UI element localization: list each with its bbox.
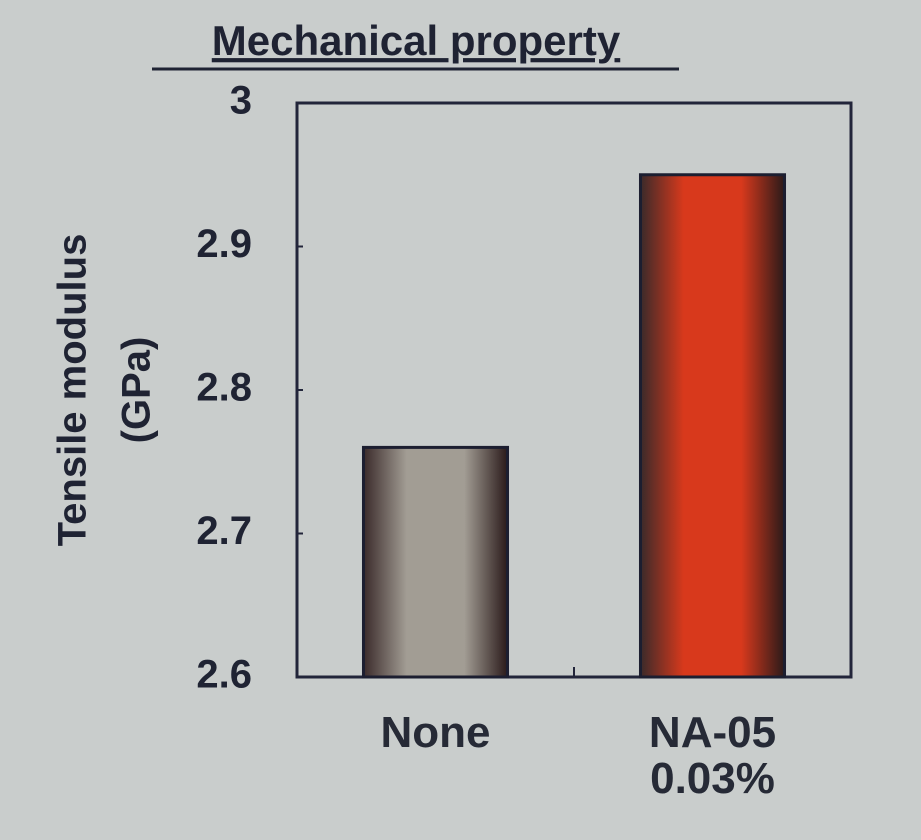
x-tick-label: None: [380, 708, 491, 757]
y-tick-label: 3: [230, 79, 252, 123]
y-tick-label: 2.8: [196, 366, 252, 410]
y-tick-label: 2.6: [196, 653, 252, 697]
y-tick-label: 2.7: [196, 509, 252, 553]
y-label-line: (GPa): [115, 337, 159, 444]
y-label-line: Tensile modulus: [51, 234, 95, 547]
chart-title: Mechanical property: [212, 17, 621, 64]
x-tick-label: NA-05 0.03%: [648, 708, 777, 803]
bar: [638, 173, 787, 679]
y-label: Tensile modulus (GPa): [51, 234, 159, 547]
y-tick-label: 2.9: [196, 222, 252, 266]
bar: [361, 445, 510, 679]
